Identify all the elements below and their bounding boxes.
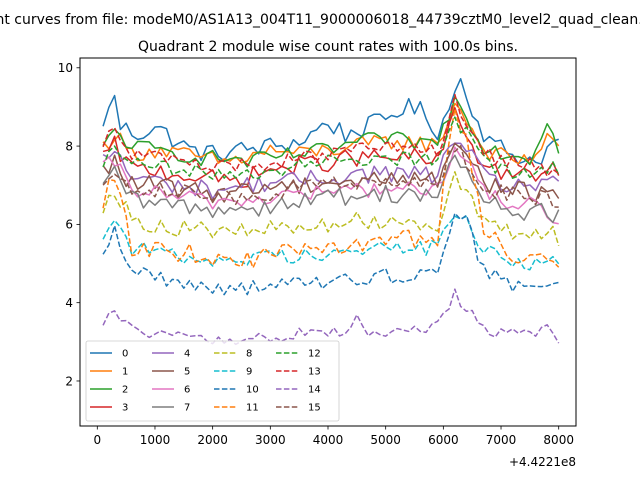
legend-label: 12: [308, 349, 321, 360]
legend-label: 10: [246, 385, 259, 396]
legend-box: [85, 340, 340, 422]
legend-label: 6: [184, 385, 190, 396]
legend-label: 7: [184, 403, 190, 414]
legend-label: 1: [122, 367, 128, 378]
legend-label: 11: [246, 403, 259, 414]
x-axis: 0 1000 2000 3000 4000 5000 6000 7000 8000: [93, 426, 574, 447]
series-line-15: [102, 145, 559, 208]
series-line-7: [102, 154, 560, 224]
chart-title: Quadrant 2 module wise count rates with …: [138, 39, 518, 55]
series-line-6: [102, 146, 559, 225]
legend-label: 0: [122, 349, 128, 360]
series-line-0: [102, 77, 559, 165]
y-tick-label: 10: [58, 61, 73, 75]
series-line-13: [102, 93, 560, 177]
legend-label: 13: [308, 367, 321, 378]
y-tick-label: 6: [65, 218, 73, 232]
series-line-10: [102, 212, 559, 296]
x-tick-label: 4000: [313, 433, 344, 447]
legend-label: 14: [308, 385, 321, 396]
series-line-5: [102, 142, 560, 204]
y-tick-label: 8: [65, 139, 73, 153]
series-line-1: [102, 102, 560, 165]
chart-suptitle: Light curves from file: modeM0/AS1A13_00…: [0, 12, 640, 28]
x-tick-label: 6000: [428, 433, 459, 447]
legend-label: 8: [246, 349, 252, 360]
x-tick-label: 1000: [140, 433, 171, 447]
series-line-11: [102, 108, 560, 269]
x-tick-label: 2000: [197, 433, 228, 447]
y-axis: 2 4 6 8 10: [58, 61, 80, 388]
y-tick-label: 4: [65, 296, 73, 310]
series-line-9: [102, 215, 560, 271]
x-tick-label: 3000: [255, 433, 286, 447]
legend-label: 4: [184, 349, 190, 360]
x-tick-label: 5000: [370, 433, 401, 447]
series-layer: [102, 77, 560, 346]
series-line-8: [102, 171, 560, 247]
x-tick-label: 0: [93, 433, 101, 447]
series-line-14: [102, 288, 560, 346]
legend-label: 3: [122, 403, 128, 414]
x-offset-label: +4.4221e8: [509, 455, 576, 469]
x-tick-label: 7000: [486, 433, 517, 447]
legend-label: 2: [122, 385, 128, 396]
legend-label: 9: [246, 367, 252, 378]
legend-label: 15: [308, 403, 321, 414]
x-tick-label: 8000: [543, 433, 574, 447]
legend-label: 5: [184, 367, 190, 378]
y-tick-label: 2: [65, 374, 73, 388]
